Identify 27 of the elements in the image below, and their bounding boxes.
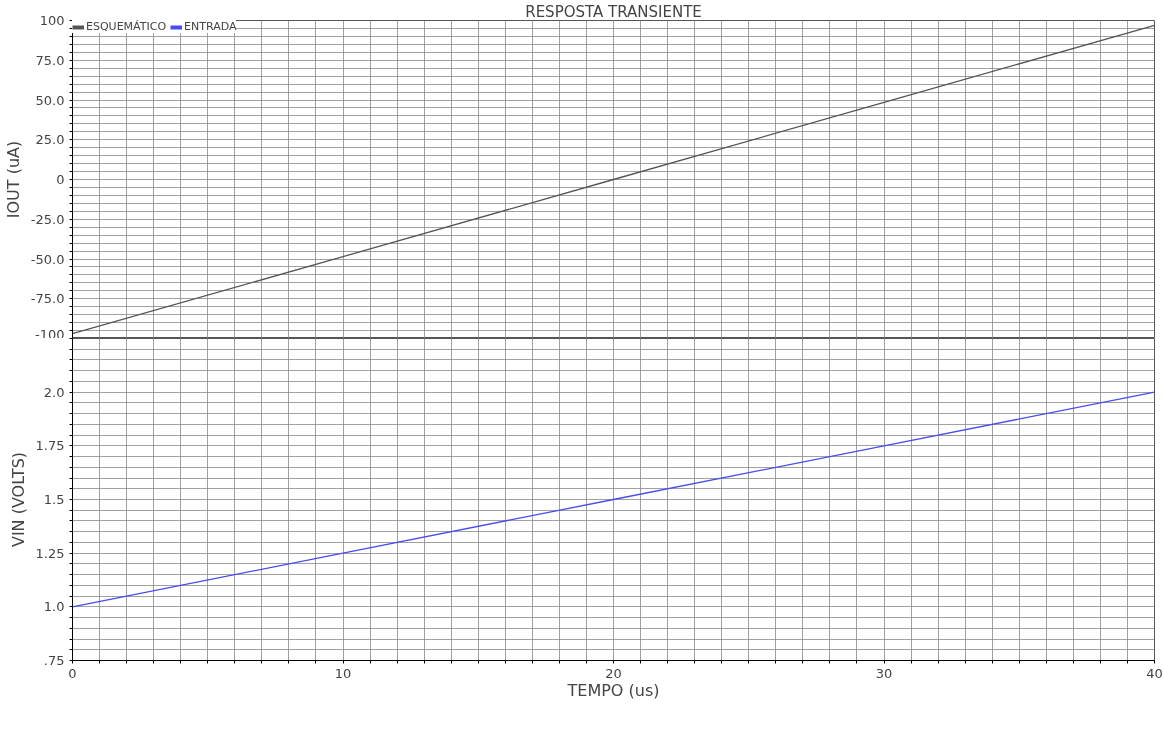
y-axis-title: VIN (VOLTS) bbox=[8, 451, 28, 548]
y-tick-label: 0 bbox=[56, 172, 65, 187]
y-axis-title: IOUT (uA) bbox=[3, 140, 23, 219]
x-tick-label: 10 bbox=[334, 665, 352, 681]
y-tick-label: -75.0 bbox=[30, 291, 65, 307]
x-axis-title: TEMPO (us) bbox=[566, 680, 660, 700]
x-tick-label: 40 bbox=[1146, 665, 1163, 681]
x-tick-label: 30 bbox=[875, 665, 893, 681]
y-tick-label: 1.75 bbox=[35, 438, 65, 454]
y-tick-label: 25.0 bbox=[35, 132, 65, 148]
y-tick-label: 100 bbox=[39, 13, 65, 28]
y-tick-label: 1.0 bbox=[43, 599, 65, 615]
legend-label: ENTRADA bbox=[184, 20, 237, 33]
y-tick-label: 2.0 bbox=[43, 384, 65, 400]
y-tick-label: 1.5 bbox=[43, 492, 65, 507]
x-tick-label: 0 bbox=[68, 665, 77, 681]
y-tick-label: 75.0 bbox=[35, 52, 65, 68]
y-tick-label: 50.0 bbox=[35, 92, 65, 108]
chart-title: RESPOSTA TRANSIENTE bbox=[525, 2, 702, 21]
y-tick-label: -100 bbox=[35, 326, 65, 342]
text: ESQUEMÁTICO bbox=[86, 20, 167, 33]
y-tick-label: .75 bbox=[43, 653, 65, 668]
y-tick-label: -25.0 bbox=[30, 211, 65, 227]
x-tick-label: 20 bbox=[605, 665, 622, 681]
y-tick-label: 1.25 bbox=[35, 545, 65, 561]
y-tick-label: -50.0 bbox=[30, 251, 65, 267]
line-series bbox=[72, 391, 1155, 608]
